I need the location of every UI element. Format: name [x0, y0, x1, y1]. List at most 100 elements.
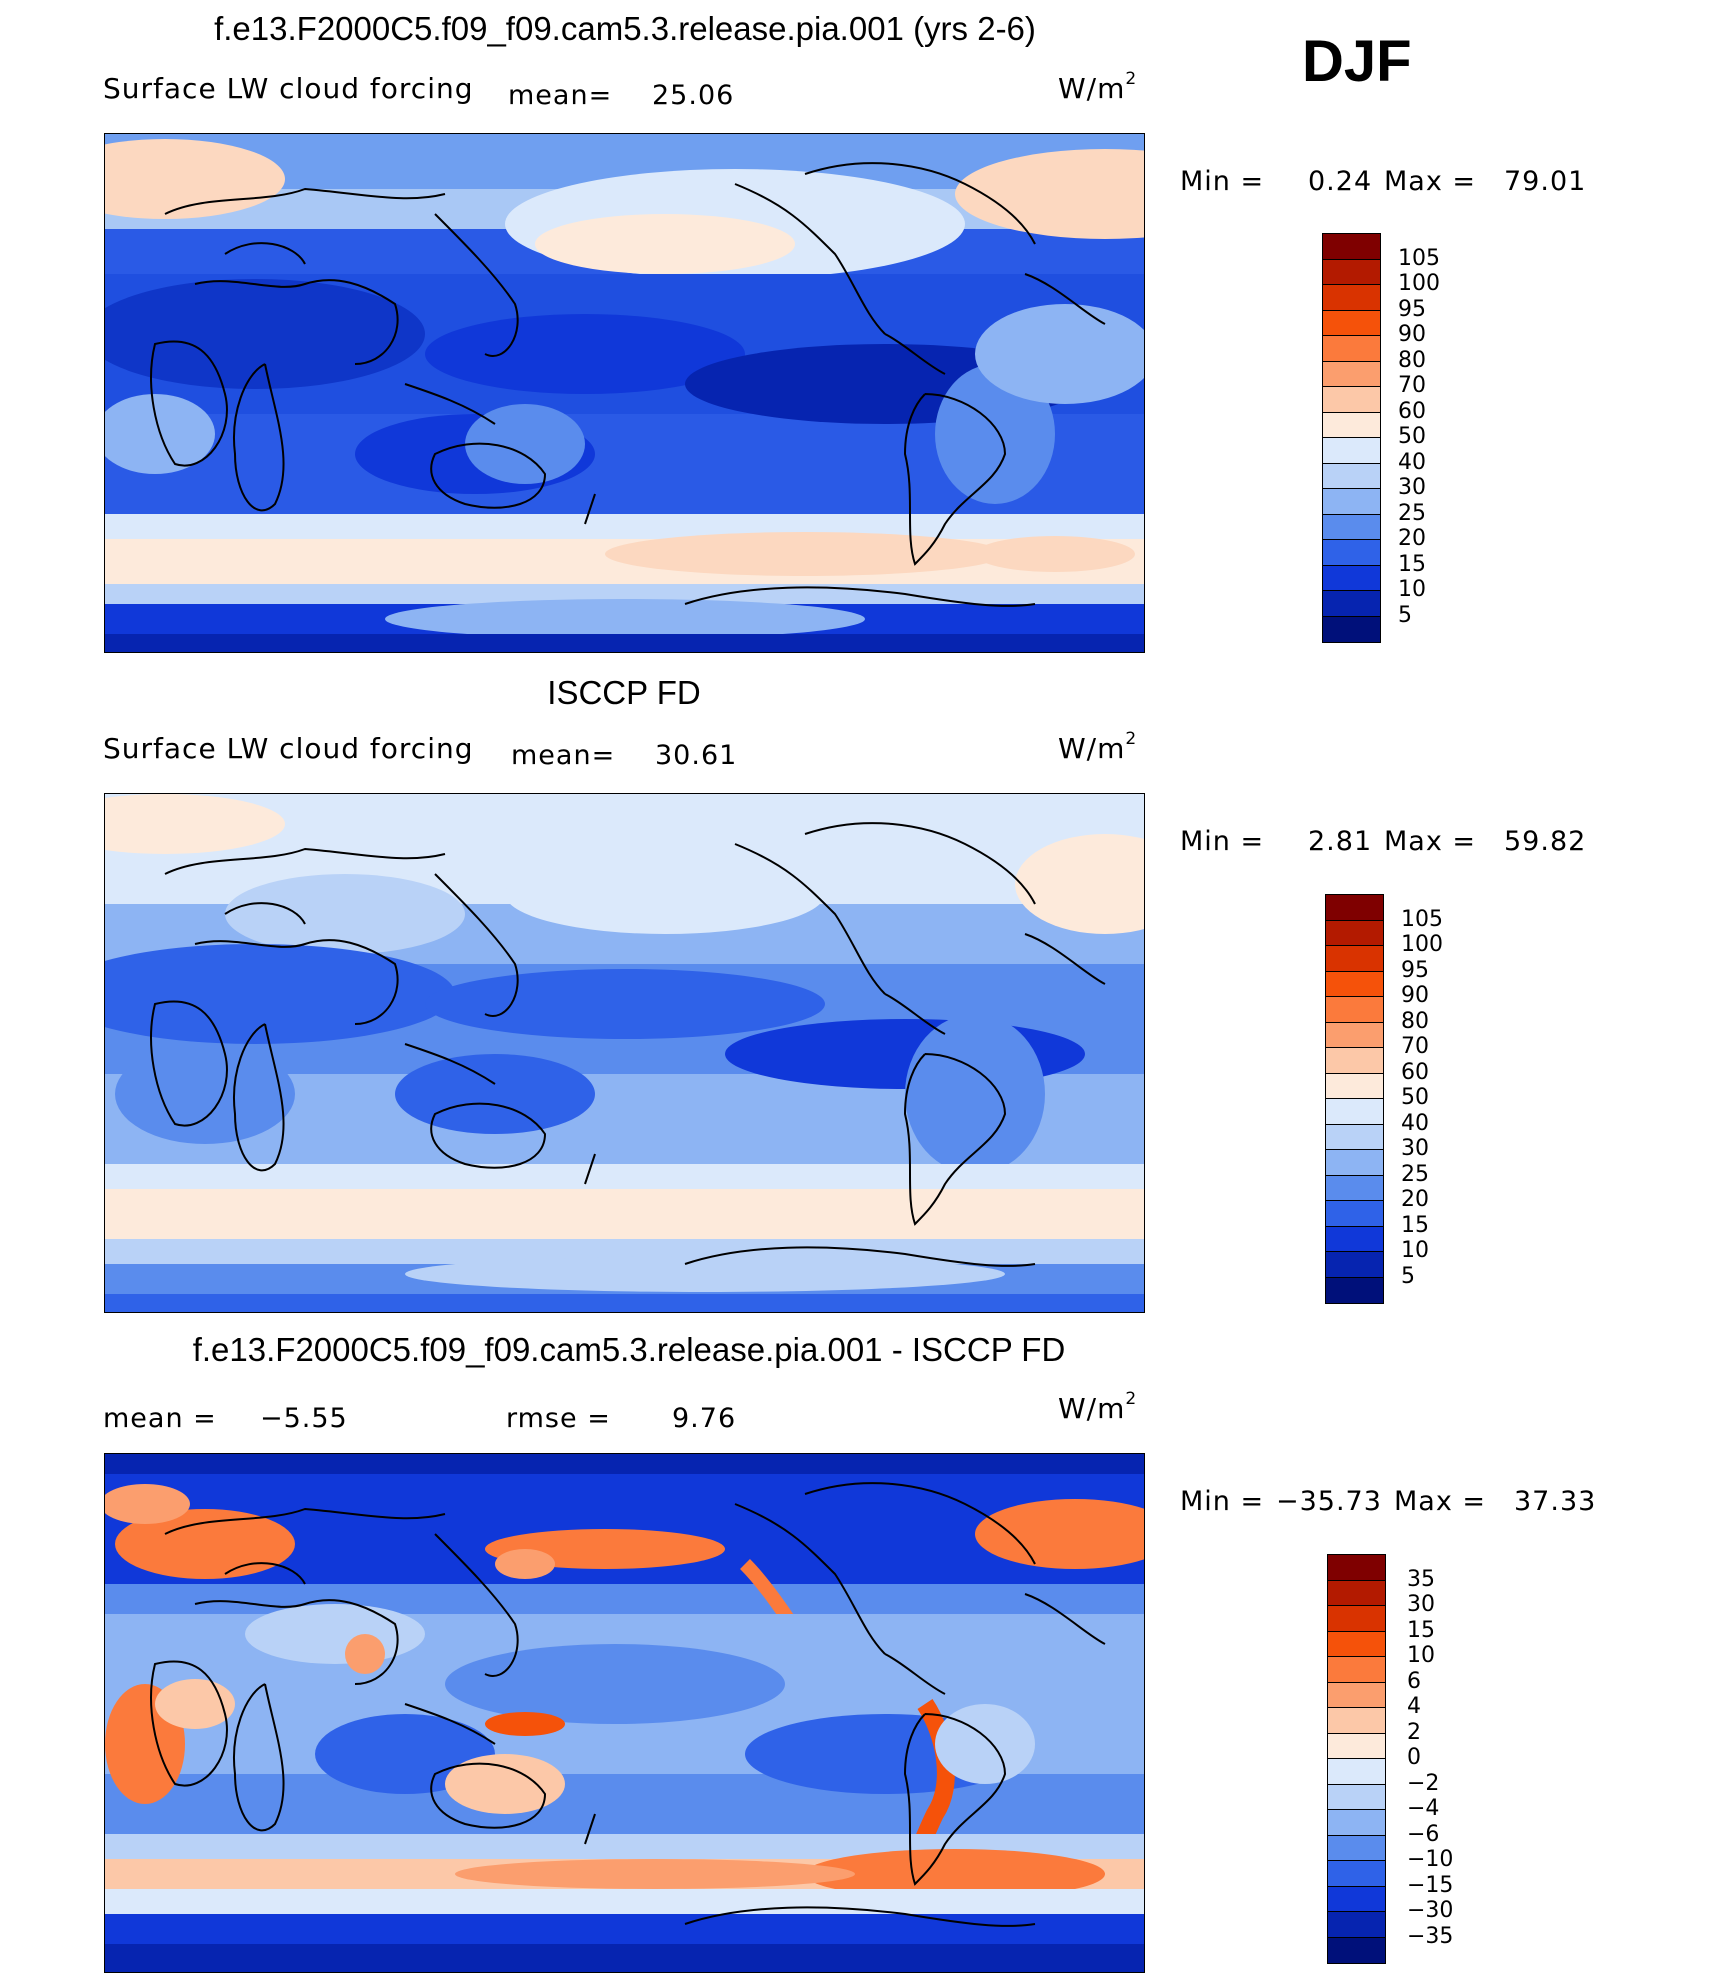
- colorbar-tick-label: 80: [1398, 347, 1426, 373]
- colorbar-swatch: [1323, 361, 1380, 387]
- colorbar-swatch: [1323, 285, 1380, 311]
- colorbar-swatch: [1328, 1657, 1385, 1683]
- colorbar-tick-label: −2: [1407, 1770, 1440, 1796]
- colorbar-tick-label: −30: [1407, 1898, 1454, 1923]
- colorbar-tick-label: 90: [1401, 983, 1429, 1008]
- panel2-variable: Surface LW cloud forcing: [103, 732, 474, 765]
- colorbar-tick-label: 10: [1401, 1238, 1429, 1263]
- colorbar-swatch: [1326, 1022, 1383, 1048]
- colorbar-swatch: [1326, 1124, 1383, 1150]
- panel3-max-value: 37.33: [1514, 1486, 1597, 1517]
- panel3-rmse-label: rmse =: [506, 1403, 611, 1434]
- panel2-title: ISCCP FD: [547, 674, 701, 711]
- colorbar-swatch: [1323, 234, 1380, 260]
- colorbar-swatch: [1328, 1835, 1385, 1861]
- colorbar-tick-label: 10: [1398, 577, 1426, 602]
- panel1-variable: Surface LW cloud forcing: [103, 72, 474, 105]
- colorbar-tick-label: 100: [1401, 932, 1443, 957]
- panel3-mean-label: mean =: [103, 1403, 217, 1434]
- colorbar-swatch: [1326, 1073, 1383, 1099]
- colorbar-swatch: [1326, 946, 1383, 972]
- panel3-colorbar: [1327, 1554, 1386, 1964]
- panel1-max-value: 79.01: [1504, 166, 1587, 197]
- colorbar-swatch: [1323, 336, 1380, 362]
- colorbar-swatch: [1323, 259, 1380, 285]
- colorbar-tick-label: 35: [1407, 1566, 1435, 1592]
- colorbar-swatch: [1326, 1175, 1383, 1201]
- colorbar-tick-label: 0: [1407, 1745, 1421, 1770]
- colorbar-swatch: [1328, 1886, 1385, 1912]
- colorbar-swatch: [1326, 895, 1383, 921]
- panel3-mean-value: −5.55: [260, 1403, 348, 1434]
- colorbar-swatch: [1328, 1861, 1385, 1887]
- colorbar-swatch: [1328, 1810, 1385, 1836]
- colorbar-swatch: [1326, 1277, 1383, 1303]
- colorbar-tick-label: 15: [1407, 1617, 1435, 1643]
- colorbar-swatch: [1323, 310, 1380, 336]
- panel1-min-label: Min =: [1180, 166, 1265, 197]
- colorbar-swatch: [1323, 514, 1380, 540]
- colorbar-tick-label: 5: [1401, 1263, 1415, 1289]
- panel1-title: f.e13.F2000C5.f09_f09.cam5.3.release.pia…: [214, 10, 1036, 47]
- panel1-min-value: 0.24: [1308, 166, 1373, 197]
- colorbar-swatch: [1326, 1226, 1383, 1252]
- panel3-map: [104, 1453, 1145, 1973]
- colorbar-tick-label: −15: [1407, 1872, 1454, 1898]
- panel2-max-value: 59.82: [1504, 826, 1587, 857]
- colorbar-swatch: [1323, 489, 1380, 515]
- colorbar-tick-label: 80: [1401, 1008, 1429, 1034]
- colorbar-swatch: [1328, 1759, 1385, 1785]
- colorbar-tick-label: 40: [1398, 449, 1426, 475]
- panel3-max-label: Max =: [1394, 1486, 1487, 1517]
- colorbar-swatch: [1323, 463, 1380, 489]
- colorbar-tick-label: −6: [1407, 1821, 1440, 1847]
- colorbar-swatch: [1328, 1784, 1385, 1810]
- colorbar-tick-label: 95: [1398, 296, 1426, 322]
- colorbar-tick-label: 50: [1401, 1085, 1429, 1110]
- colorbar-swatch: [1323, 412, 1380, 438]
- panel3-title: f.e13.F2000C5.f09_f09.cam5.3.release.pia…: [192, 1331, 1066, 1368]
- panel3-units: W/m2: [1058, 1389, 1138, 1425]
- colorbar-swatch: [1326, 971, 1383, 997]
- colorbar-swatch: [1323, 591, 1380, 617]
- colorbar-tick-label: −4: [1407, 1796, 1440, 1821]
- colorbar-swatch: [1326, 1099, 1383, 1125]
- panel1-map: [104, 133, 1145, 653]
- colorbar-swatch: [1326, 1048, 1383, 1074]
- colorbar-tick-label: 15: [1401, 1212, 1429, 1238]
- colorbar-tick-label: 90: [1398, 322, 1426, 347]
- colorbar-swatch: [1323, 616, 1380, 642]
- panel2-mean-value: 30.61: [655, 740, 738, 771]
- colorbar-tick-label: 30: [1398, 475, 1426, 500]
- colorbar-swatch: [1326, 1252, 1383, 1278]
- colorbar-tick-label: 95: [1401, 957, 1429, 983]
- colorbar-swatch: [1323, 540, 1380, 566]
- panel2-max-label: Max =: [1384, 826, 1477, 857]
- colorbar-tick-label: 60: [1398, 398, 1426, 424]
- colorbar-tick-label: 20: [1398, 526, 1426, 551]
- colorbar-swatch: [1328, 1606, 1385, 1632]
- panel3-min-label: Min =: [1180, 1486, 1265, 1517]
- panel2-min-value: 2.81: [1308, 826, 1373, 857]
- panel2-map: [104, 793, 1145, 1313]
- colorbar-swatch: [1326, 920, 1383, 946]
- colorbar-tick-label: 30: [1401, 1136, 1429, 1161]
- panel1-mean-value: 25.06: [652, 80, 735, 111]
- colorbar-tick-label: 40: [1401, 1110, 1429, 1136]
- season-label: DJF: [1302, 29, 1412, 94]
- colorbar-swatch: [1328, 1733, 1385, 1759]
- colorbar-tick-label: 70: [1401, 1034, 1429, 1059]
- colorbar-swatch: [1326, 1150, 1383, 1176]
- panel2-units: W/m2: [1058, 729, 1138, 765]
- colorbar-tick-label: 60: [1401, 1059, 1429, 1085]
- panel1-mean-label: mean=: [508, 80, 613, 111]
- panel2-mean-label: mean=: [511, 740, 616, 771]
- colorbar-swatch: [1328, 1708, 1385, 1734]
- colorbar-tick-label: 15: [1398, 551, 1426, 577]
- colorbar-swatch: [1328, 1555, 1385, 1581]
- colorbar-tick-label: 6: [1407, 1668, 1421, 1694]
- colorbar-tick-label: −35: [1407, 1923, 1454, 1949]
- colorbar-tick-label: 4: [1407, 1694, 1421, 1719]
- colorbar-tick-label: 10: [1407, 1643, 1435, 1668]
- colorbar-tick-label: 25: [1398, 500, 1426, 526]
